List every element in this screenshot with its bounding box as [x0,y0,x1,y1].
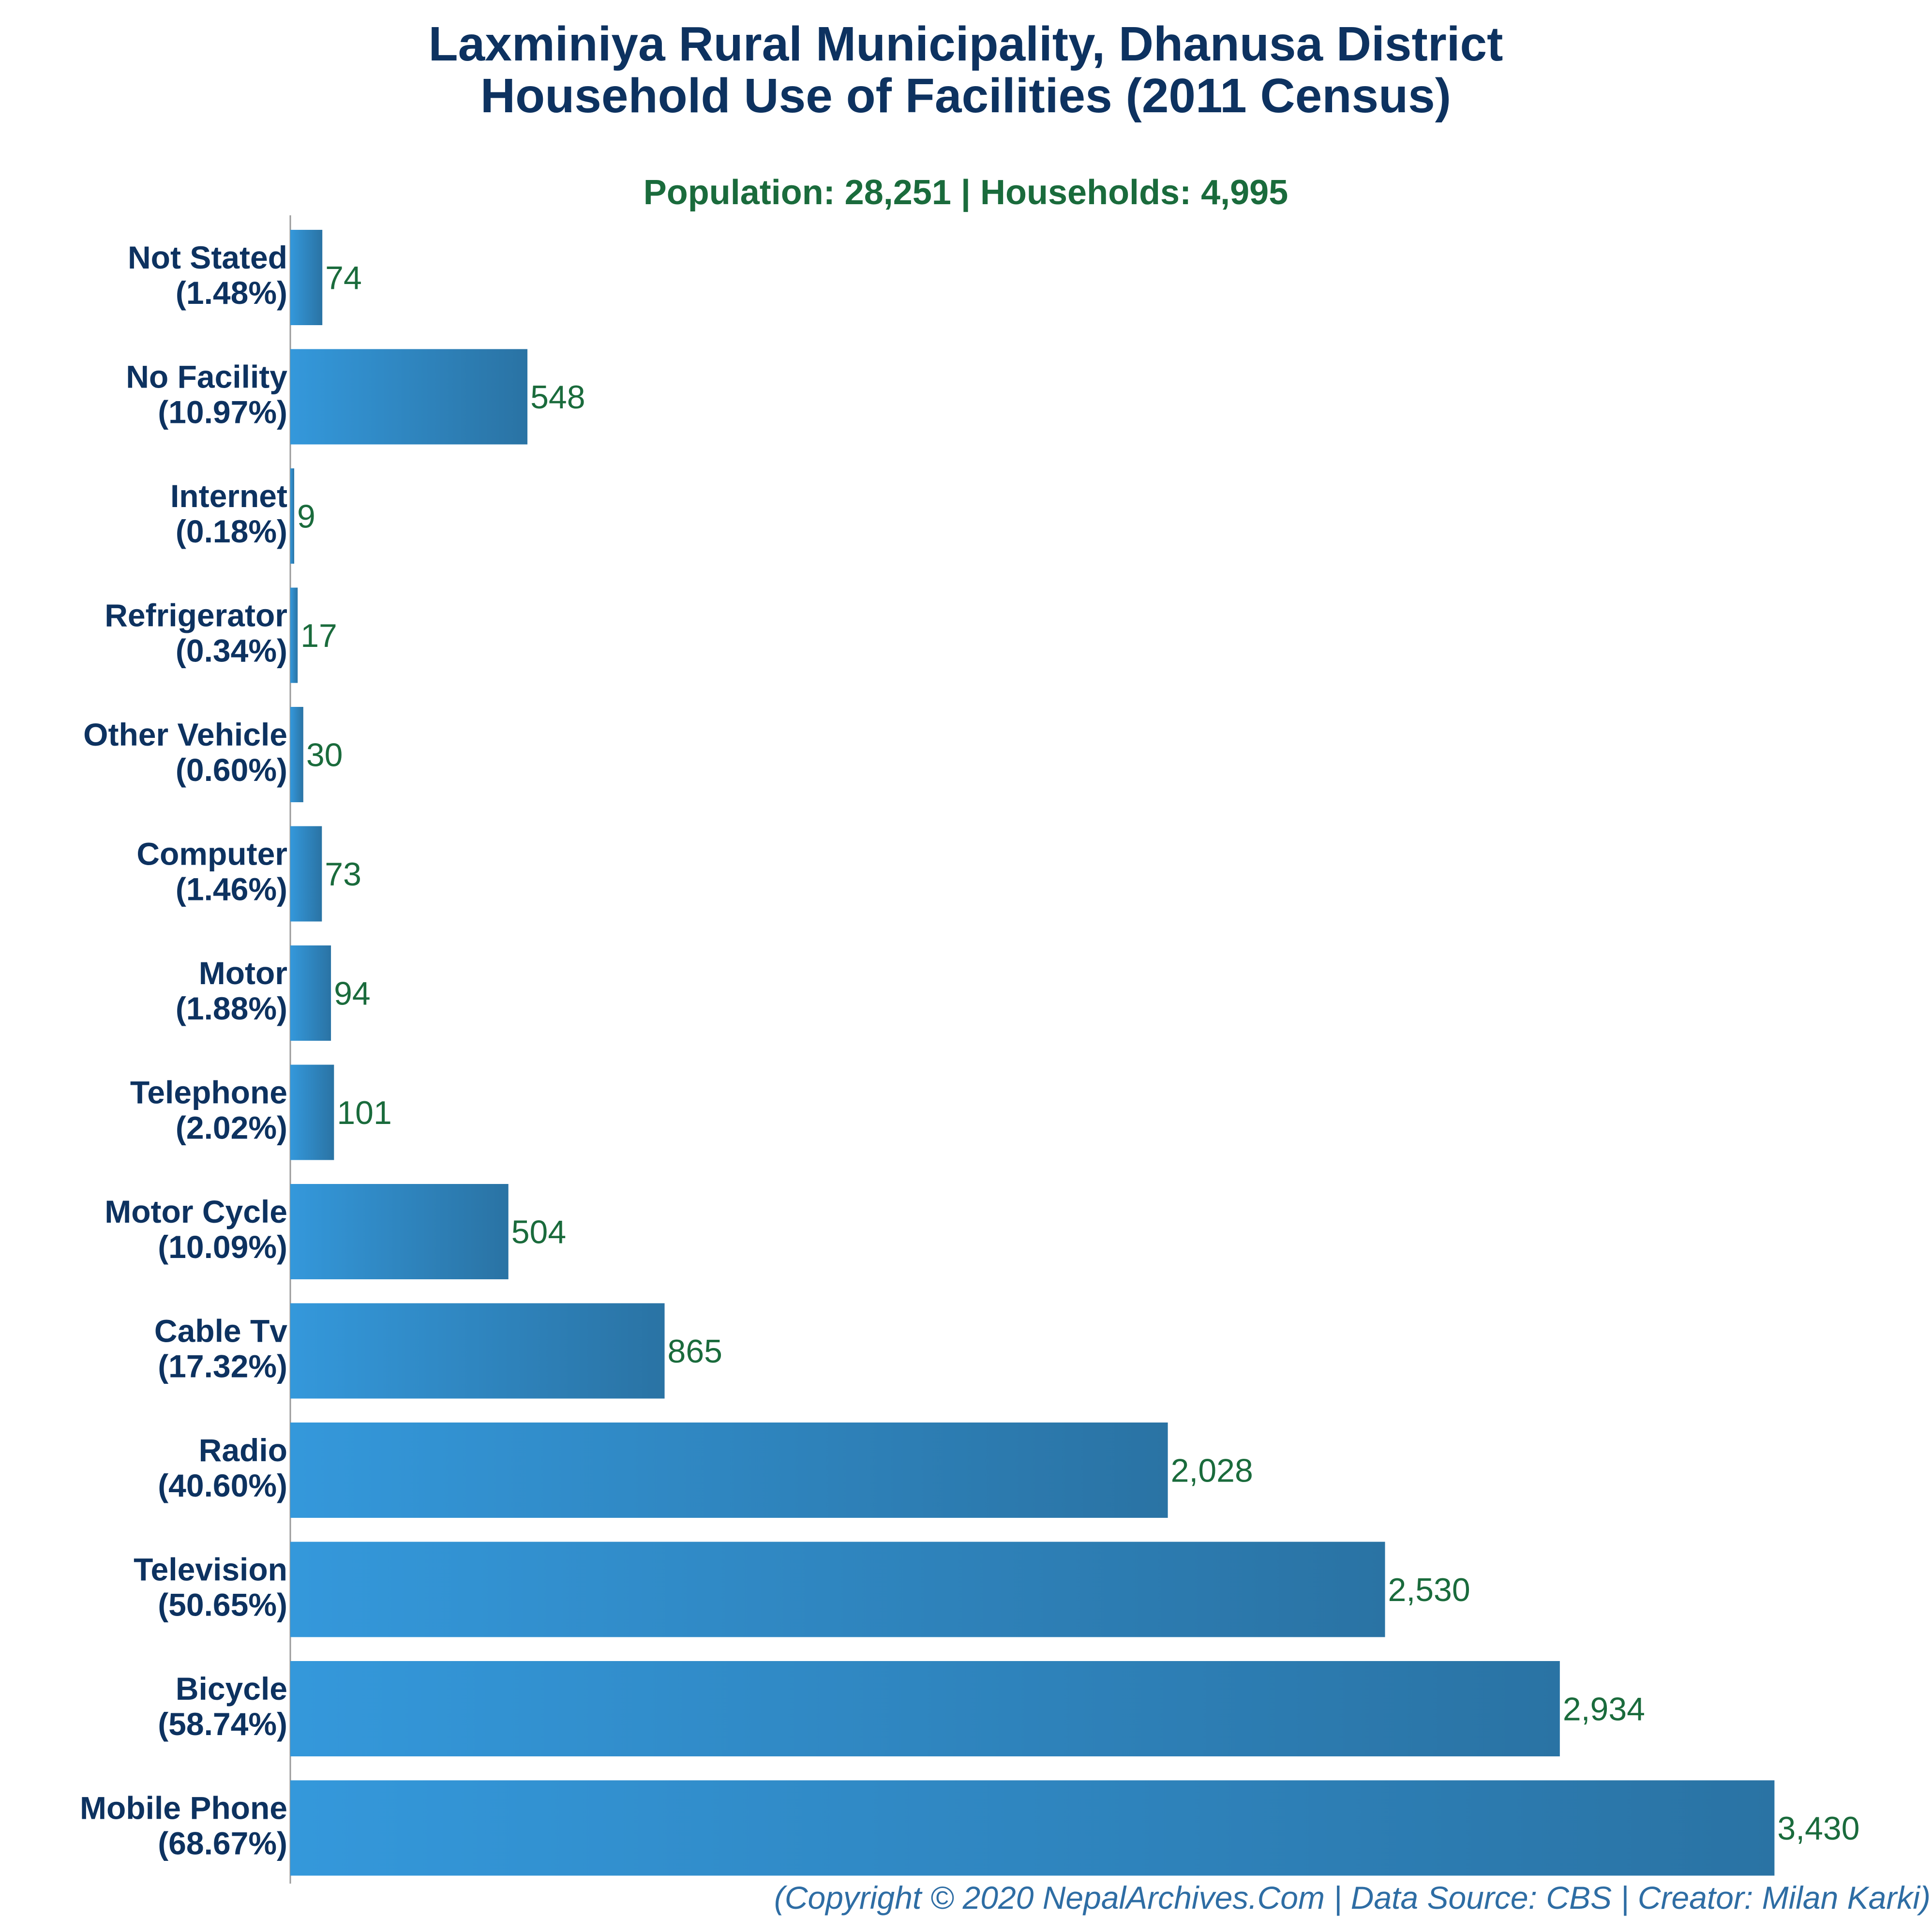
percent-label-radio: (40.60%) [158,1468,287,1503]
value-label-cable-tv: 865 [668,1333,722,1370]
category-label-mobile-phone: Mobile Phone [80,1790,287,1826]
percent-label-bicycle: (58.74%) [158,1706,287,1742]
value-label-refrigerator: 17 [300,617,337,654]
percent-label-not-stated: (1.48%) [176,275,287,311]
value-label-mobile-phone: 3,430 [1777,1810,1859,1847]
value-label-bicycle: 2,934 [1563,1691,1645,1728]
percent-label-mobile-phone: (68.67%) [158,1826,287,1861]
value-label-radio: 2,028 [1171,1453,1253,1489]
bar-other-vehicle [290,707,303,802]
value-label-telephone: 101 [337,1094,391,1131]
bar-refrigerator [290,587,298,683]
value-label-motor: 94 [334,975,371,1012]
percent-label-no-facility: (10.97%) [158,394,287,430]
bar-television [290,1542,1385,1637]
value-label-no-facility: 548 [530,379,585,416]
category-label-cable-tv: Cable Tv [154,1313,287,1349]
value-label-motor-cycle: 504 [511,1214,566,1251]
category-label-radio: Radio [199,1432,287,1468]
percent-label-other-vehicle: (0.60%) [176,752,287,788]
category-label-computer: Computer [136,836,287,872]
percent-label-motor-cycle: (10.09%) [158,1229,287,1265]
bar-telephone [290,1064,334,1160]
category-label-bicycle: Bicycle [176,1671,287,1707]
percent-label-computer: (1.46%) [176,871,287,907]
bars-group: 74 Not Stated(1.48%) 548 No Facility(10.97%… [80,230,1860,1876]
bar-radio [290,1423,1168,1518]
value-label-computer: 73 [325,856,361,893]
footer-credit: (Copyright © 2020 NepalArchives.Com | Da… [774,1880,1931,1917]
bar-not-stated [290,230,323,325]
category-label-telephone: Telephone [130,1075,287,1110]
category-label-internet: Internet [170,478,287,514]
percent-label-television: (50.65%) [158,1587,287,1623]
bar-internet [290,468,295,564]
chart-subtitle: Population: 28,251 | Households: 4,995 [644,173,1288,212]
bar-cable-tv [290,1303,665,1399]
value-label-other-vehicle: 30 [306,737,343,774]
value-label-internet: 9 [297,498,315,535]
value-label-television: 2,530 [1388,1572,1470,1608]
percent-label-cable-tv: (17.32%) [158,1348,287,1384]
percent-label-internet: (0.18%) [176,513,287,549]
category-label-television: Television [134,1552,287,1588]
bar-mobile-phone [290,1780,1775,1876]
category-label-motor-cycle: Motor Cycle [105,1194,287,1229]
category-label-refrigerator: Refrigerator [105,598,287,633]
bar-no-facility [290,349,528,445]
category-label-other-vehicle: Other Vehicle [83,717,287,752]
bar-bicycle [290,1661,1560,1756]
category-label-not-stated: Not Stated [128,240,287,275]
chart-title: Laxminiya Rural Municipality, Dhanusa Di… [429,17,1503,71]
bar-computer [290,826,322,922]
percent-label-motor: (1.88%) [176,990,287,1026]
bar-motor-cycle [290,1184,509,1279]
value-label-not-stated: 74 [325,260,362,297]
chart-title-line2: Household Use of Facilities (2011 Census… [480,69,1451,123]
percent-label-refrigerator: (0.34%) [176,633,287,669]
category-label-motor: Motor [199,955,287,991]
category-label-no-facility: No Facility [126,359,287,395]
percent-label-telephone: (2.02%) [176,1110,287,1146]
bar-motor [290,945,331,1041]
